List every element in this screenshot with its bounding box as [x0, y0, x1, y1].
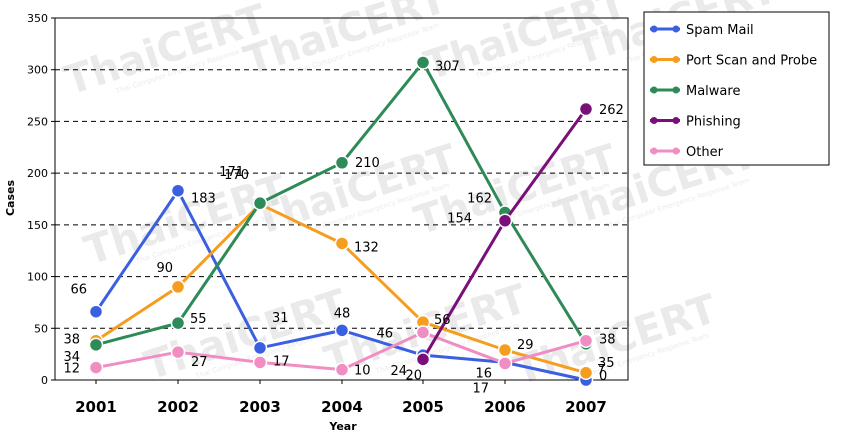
data-label: 170	[224, 168, 249, 183]
data-label: 17	[472, 381, 489, 396]
data-label: 38	[63, 333, 80, 348]
data-point	[334, 236, 350, 251]
legend-swatch-marker	[672, 56, 680, 63]
data-label: 27	[191, 355, 208, 370]
data-label: 24	[390, 364, 407, 379]
y-tick-label: 200	[27, 167, 48, 180]
x-tick-label: 2001	[75, 398, 117, 416]
y-tick-labels: 0 50 100 150 200 250 300 350	[27, 12, 48, 387]
data-point	[497, 213, 513, 228]
data-label: 38	[599, 333, 616, 348]
x-axis-title: Year	[328, 420, 357, 433]
data-point	[252, 340, 268, 356]
legend-label: Port Scan and Probe	[686, 54, 817, 69]
data-label: 48	[334, 306, 351, 321]
legend-label: Malware	[686, 84, 740, 99]
data-point	[170, 344, 186, 360]
legend-swatch-marker	[672, 25, 680, 33]
data-label: 10	[354, 364, 371, 379]
legend-swatch-marker	[650, 56, 658, 63]
legend-label: Phishing	[686, 115, 741, 130]
series-layer	[88, 55, 594, 388]
y-tick-label: 350	[27, 12, 48, 25]
data-label: 17	[273, 354, 290, 369]
data-point	[170, 315, 186, 331]
data-label: 56	[434, 313, 451, 328]
data-point	[334, 155, 350, 171]
data-label: 46	[376, 326, 393, 341]
x-tick-label: 2006	[484, 398, 526, 416]
data-point	[497, 342, 513, 358]
legend-label: Spam Mail	[686, 23, 754, 38]
x-tick-labels: 2001 2002 2003 2004 2005 2006 2007	[75, 398, 607, 416]
y-tick-label: 100	[27, 271, 48, 284]
data-label: 171	[219, 165, 244, 180]
x-tick-label: 2007	[565, 398, 607, 416]
data-label: 307	[435, 59, 460, 74]
y-axis-title: Cases	[4, 180, 17, 217]
data-label: 132	[354, 240, 379, 255]
y-tick-label: 300	[27, 64, 48, 77]
data-point	[170, 279, 186, 295]
data-point	[334, 362, 350, 377]
data-label: 35	[598, 356, 615, 371]
data-label: 34	[63, 350, 80, 365]
data-point	[415, 352, 431, 367]
data-label: 55	[190, 312, 207, 327]
y-tick-label: 150	[27, 219, 48, 232]
data-label: 12	[63, 362, 80, 377]
legend-swatch-marker	[672, 86, 680, 94]
data-point	[497, 356, 513, 371]
x-tick-label: 2005	[402, 398, 444, 416]
data-point	[334, 323, 350, 338]
data-label: 20	[405, 368, 422, 383]
data-label: 183	[191, 192, 216, 207]
data-label: 66	[70, 283, 87, 298]
data-label: 29	[517, 338, 534, 353]
data-label: 154	[447, 212, 472, 227]
data-label: 16	[475, 366, 492, 381]
y-tick-label: 50	[34, 322, 48, 335]
x-tick-label: 2002	[157, 398, 199, 416]
data-point	[415, 55, 431, 70]
legend-swatch-marker	[672, 117, 680, 124]
watermark-text: ThaiCERT	[239, 0, 453, 85]
data-point	[88, 304, 104, 319]
data-label: 162	[467, 191, 492, 206]
data-label: 210	[355, 156, 380, 171]
legend-swatch-marker	[650, 86, 658, 94]
data-point	[578, 333, 594, 348]
data-label: 90	[156, 261, 173, 276]
data-point	[252, 195, 268, 211]
y-tick-label: 250	[27, 115, 48, 128]
legend: Spam Mail Port Scan and Probe Malware Phish…	[643, 11, 830, 166]
data-label: 7	[597, 363, 605, 378]
data-point	[170, 183, 186, 198]
x-tick-label: 2003	[239, 398, 281, 416]
x-tick-label: 2004	[321, 398, 363, 416]
legend-label: Other	[686, 145, 724, 160]
data-point	[578, 101, 594, 117]
legend-swatch-marker	[650, 117, 658, 124]
data-label: 31	[272, 311, 289, 326]
data-label: 0	[599, 369, 607, 384]
data-point	[415, 325, 431, 340]
data-point	[252, 355, 268, 370]
data-point	[88, 360, 104, 375]
legend-swatch-marker	[650, 147, 658, 155]
y-tick-label: 0	[41, 374, 48, 387]
data-point	[578, 365, 594, 381]
legend-swatch-marker	[650, 25, 658, 33]
data-label: 262	[599, 103, 624, 118]
legend-swatch-marker	[672, 147, 680, 155]
data-point	[88, 337, 104, 353]
